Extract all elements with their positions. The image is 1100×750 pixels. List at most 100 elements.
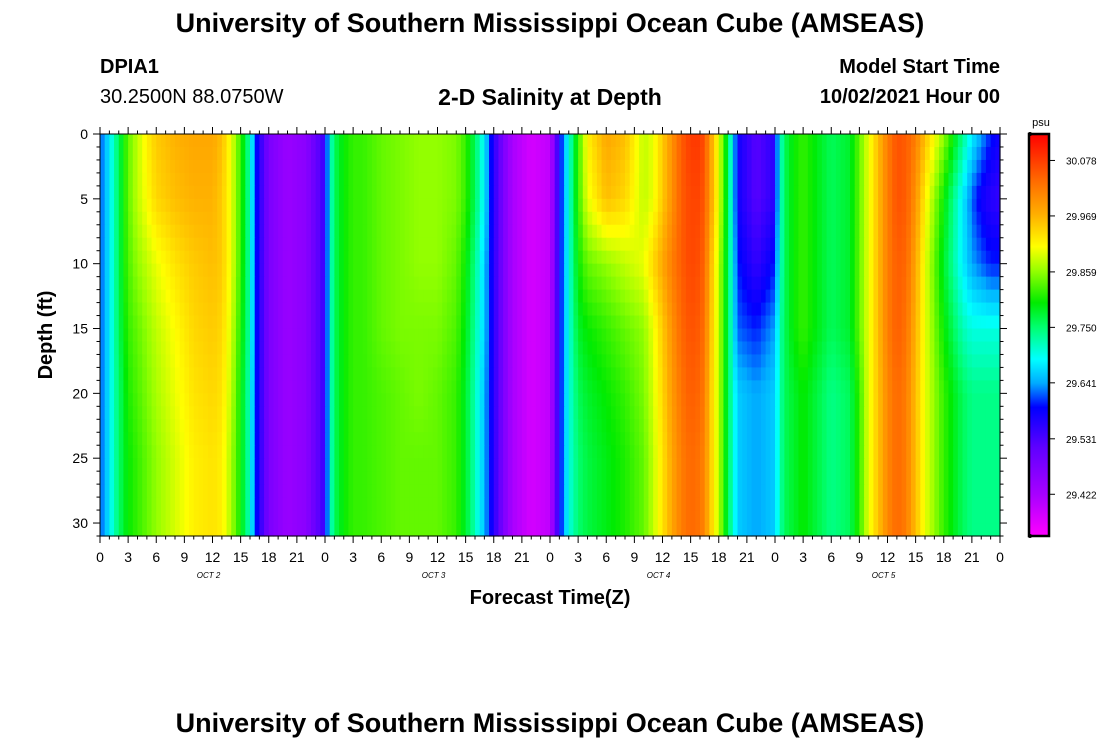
heatmap-cell xyxy=(850,198,856,213)
heatmap-cell xyxy=(235,445,242,459)
heatmap-cell xyxy=(137,237,143,252)
heatmap-cell xyxy=(212,250,218,265)
heatmap-cell xyxy=(657,315,664,330)
heatmap-cell xyxy=(948,315,954,330)
heatmap-cell xyxy=(662,419,668,433)
heatmap-cell xyxy=(629,458,635,472)
heatmap-cell xyxy=(123,172,129,187)
heatmap-cell xyxy=(690,276,696,291)
heatmap-cell xyxy=(390,393,396,407)
heatmap-cell xyxy=(357,211,364,226)
heatmap-cell xyxy=(953,263,959,278)
heatmap-cell xyxy=(770,185,776,200)
heatmap-cell xyxy=(573,250,579,265)
heatmap-cell xyxy=(189,159,195,174)
heatmap-cell xyxy=(203,263,209,278)
heatmap-cell xyxy=(793,263,800,278)
heatmap-cell xyxy=(254,406,260,420)
heatmap-cell xyxy=(437,302,443,317)
heatmap-cell xyxy=(901,134,907,148)
heatmap-cell xyxy=(240,289,246,304)
heatmap-cell xyxy=(751,445,757,459)
heatmap-cell xyxy=(742,250,748,265)
heatmap-cell xyxy=(400,445,406,459)
heatmap-cell xyxy=(264,172,270,187)
heatmap-cell xyxy=(221,367,228,381)
heatmap-cell xyxy=(193,276,200,291)
heatmap-cell xyxy=(259,224,265,239)
heatmap-cell xyxy=(559,302,565,317)
heatmap-cell xyxy=(334,159,340,174)
heatmap-cell xyxy=(812,380,818,394)
heatmap-cell xyxy=(615,185,621,200)
heatmap-cell xyxy=(371,185,378,200)
heatmap-cell xyxy=(240,432,246,446)
heatmap-cell xyxy=(235,367,242,381)
heatmap-cell xyxy=(925,185,931,200)
heatmap-cell xyxy=(371,134,378,148)
heatmap-cell xyxy=(554,458,560,472)
heatmap-cell xyxy=(367,289,373,304)
heatmap-cell xyxy=(226,185,232,200)
heatmap-cell xyxy=(760,237,767,252)
heatmap-cell xyxy=(765,458,771,472)
heatmap-cell xyxy=(789,328,795,343)
heatmap-cell xyxy=(582,198,589,213)
heatmap-cell xyxy=(573,289,579,304)
heatmap-cell xyxy=(381,393,387,407)
heatmap-cell xyxy=(578,406,584,420)
heatmap-cell xyxy=(601,458,607,472)
heatmap-cell xyxy=(765,419,771,433)
heatmap-cell xyxy=(540,432,546,446)
heatmap-cell xyxy=(479,198,485,213)
heatmap-cell xyxy=(995,302,1001,317)
heatmap-cell xyxy=(920,328,926,343)
heatmap-cell xyxy=(657,146,664,161)
heatmap-cell xyxy=(235,315,242,330)
heatmap-cell xyxy=(934,224,940,239)
heatmap-cell xyxy=(629,172,635,187)
heatmap-cell xyxy=(128,445,134,459)
heatmap-cell xyxy=(170,263,176,278)
heatmap-cell xyxy=(521,146,528,161)
heatmap-cell xyxy=(831,380,837,394)
heatmap-cell xyxy=(456,224,462,239)
heatmap-cell xyxy=(971,445,978,459)
heatmap-cell xyxy=(943,198,950,213)
heatmap-cell xyxy=(770,198,776,213)
heatmap-cell xyxy=(493,211,500,226)
heatmap-cell xyxy=(507,458,514,472)
heatmap-cell xyxy=(385,315,392,330)
heatmap-cell xyxy=(864,237,870,252)
heatmap-cell xyxy=(812,341,818,356)
heatmap-cell xyxy=(685,367,692,381)
heatmap-cell xyxy=(812,250,818,265)
heatmap-cell xyxy=(507,367,514,381)
heatmap-cell xyxy=(428,263,434,278)
heatmap-cell xyxy=(395,315,401,330)
heatmap-cell xyxy=(268,250,275,265)
heatmap-cell xyxy=(564,159,570,174)
heatmap-cell xyxy=(526,211,532,226)
heatmap-cell xyxy=(118,289,125,304)
heatmap-cell xyxy=(381,211,387,226)
heatmap-cell xyxy=(109,289,115,304)
heatmap-cell xyxy=(793,406,800,420)
heatmap-cell xyxy=(240,250,246,265)
heatmap-cell xyxy=(732,134,739,148)
heatmap-cell xyxy=(976,289,982,304)
heatmap-cell xyxy=(639,250,645,265)
heatmap-cell xyxy=(357,185,364,200)
heatmap-cell xyxy=(320,276,326,291)
heatmap-cell xyxy=(737,445,743,459)
heatmap-cell xyxy=(700,237,706,252)
heatmap-cell xyxy=(259,250,265,265)
heatmap-cell xyxy=(620,146,626,161)
heatmap-cell xyxy=(175,185,181,200)
heatmap-cell xyxy=(990,458,996,472)
heatmap-cell xyxy=(432,393,439,407)
heatmap-cell xyxy=(760,406,767,420)
heatmap-cell xyxy=(953,419,959,433)
heatmap-cell xyxy=(301,250,307,265)
heatmap-cell xyxy=(142,406,148,420)
